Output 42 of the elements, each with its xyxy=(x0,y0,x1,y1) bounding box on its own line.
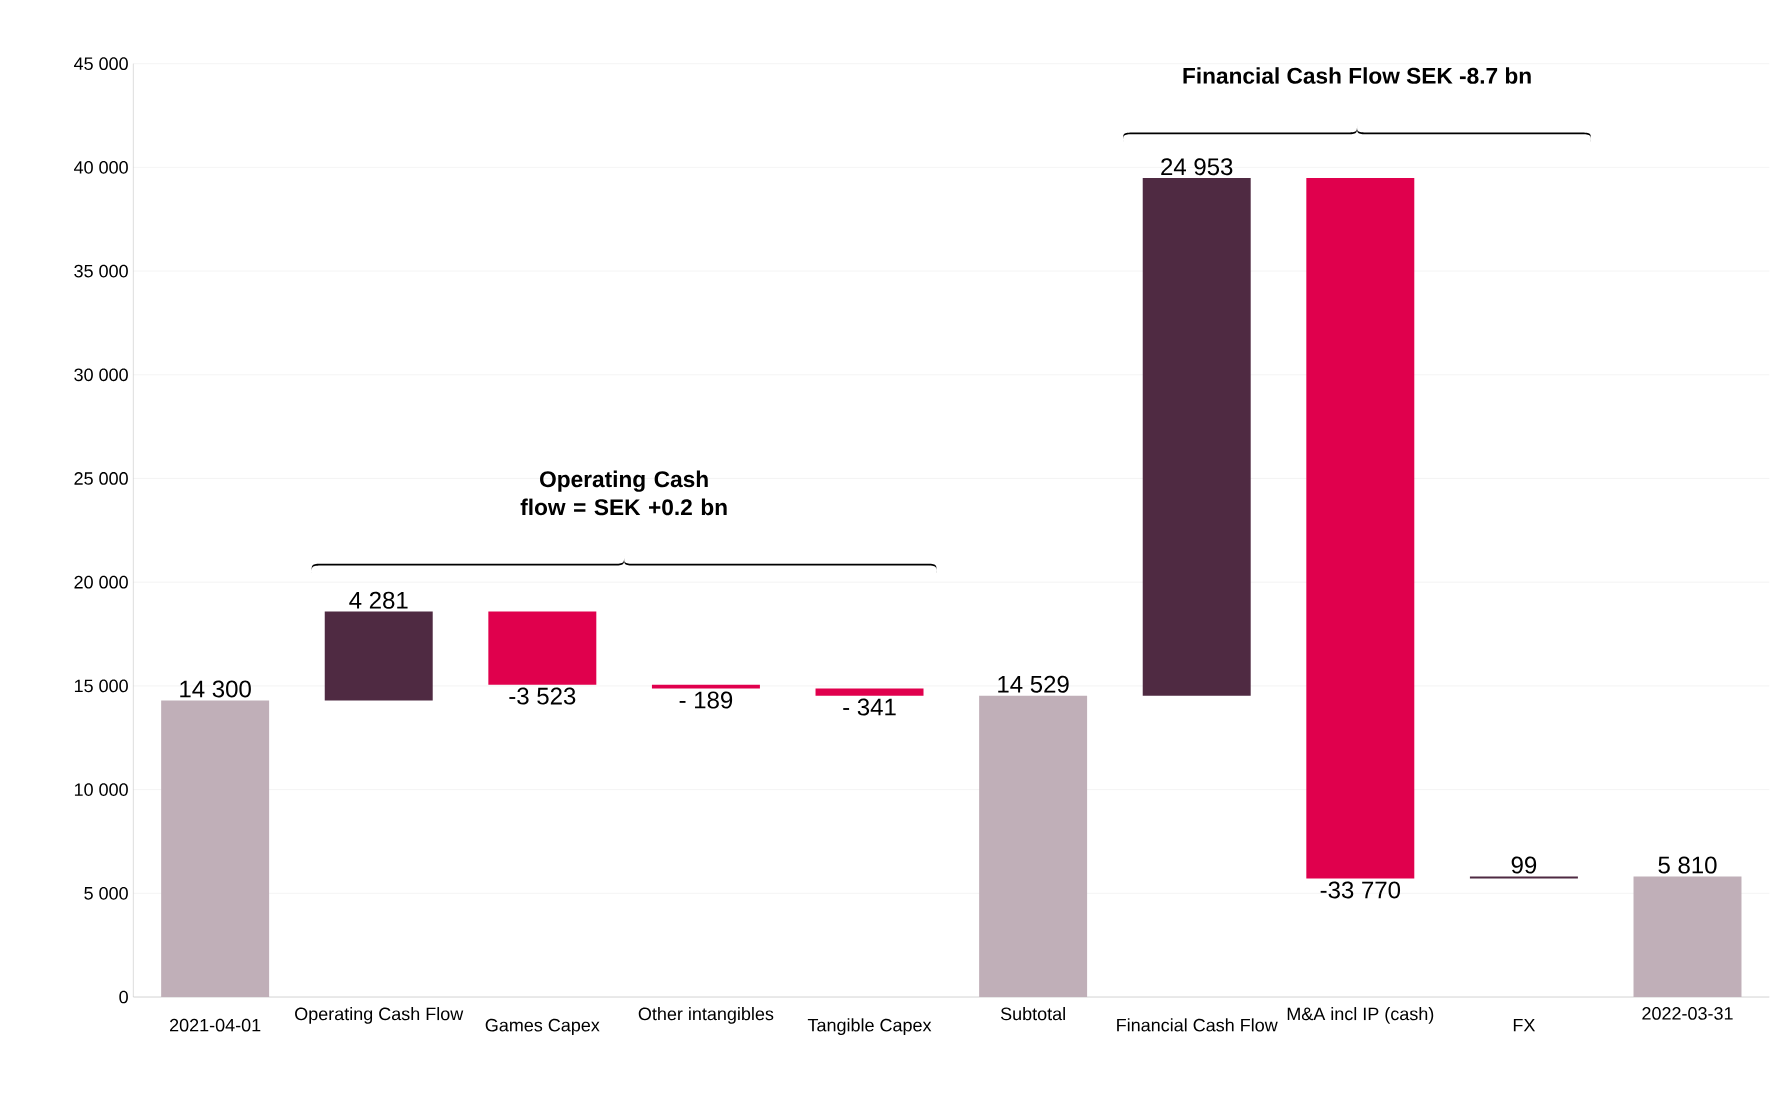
bar xyxy=(651,684,760,689)
x-tick-label: Other intangibles xyxy=(638,1007,774,1024)
x-tick-label: Financial Cash Flow xyxy=(1117,1018,1278,1032)
y-tick-label: 5 000 xyxy=(84,886,128,900)
y-tick-label: 20 000 xyxy=(74,575,128,589)
bar xyxy=(1469,876,1578,879)
y-tick-label: 30 000 xyxy=(74,368,128,382)
data-label: - 189 xyxy=(679,691,733,709)
y-tick-label: 40 000 xyxy=(73,161,128,174)
x-tick-label: FX xyxy=(1513,1018,1536,1032)
x-tick-label: Tangible Capex xyxy=(807,1018,932,1036)
bar xyxy=(979,695,1088,997)
data-label: 99 xyxy=(1511,856,1537,874)
y-tick-label: 10 000 xyxy=(74,783,128,796)
annotation: Operating Cash flow = SEK +0.2 bn xyxy=(520,470,727,516)
x-tick-label: 2022-03-31 xyxy=(1642,1007,1733,1020)
x-tick-label: Operating Cash Flow xyxy=(295,1007,464,1024)
bar xyxy=(1633,876,1742,997)
bar xyxy=(488,611,597,685)
annotation: Financial Cash Flow SEK -8.7 bn xyxy=(1183,67,1531,84)
x-tick-label: Games Capex xyxy=(485,1018,600,1036)
data-label: 5 810 xyxy=(1658,856,1717,874)
data-label: 14 300 xyxy=(180,680,251,698)
y-tick-label: 45 000 xyxy=(73,57,128,71)
bar xyxy=(815,688,924,696)
data-label: - 341 xyxy=(843,698,896,716)
data-label: 24 953 xyxy=(1161,158,1233,176)
x-tick-label: M&A incl IP (cash) xyxy=(1287,1007,1434,1024)
data-label: 4 281 xyxy=(349,591,408,609)
x-tick-label: Subtotal xyxy=(1000,1007,1065,1021)
y-tick-label: 0 xyxy=(119,990,128,1004)
bar xyxy=(324,611,433,701)
y-tick-label: 15 000 xyxy=(74,679,128,693)
y-tick-label: 35 000 xyxy=(74,264,128,278)
data-label: -3 523 xyxy=(509,687,576,705)
data-label: 14 529 xyxy=(998,675,1069,693)
data-label: -33 770 xyxy=(1320,881,1401,899)
bar xyxy=(161,700,270,997)
y-tick-label: 25 000 xyxy=(74,472,128,485)
bar xyxy=(1142,178,1251,696)
x-tick-label: 2021-04-01 xyxy=(170,1018,261,1032)
bar xyxy=(1306,178,1415,879)
